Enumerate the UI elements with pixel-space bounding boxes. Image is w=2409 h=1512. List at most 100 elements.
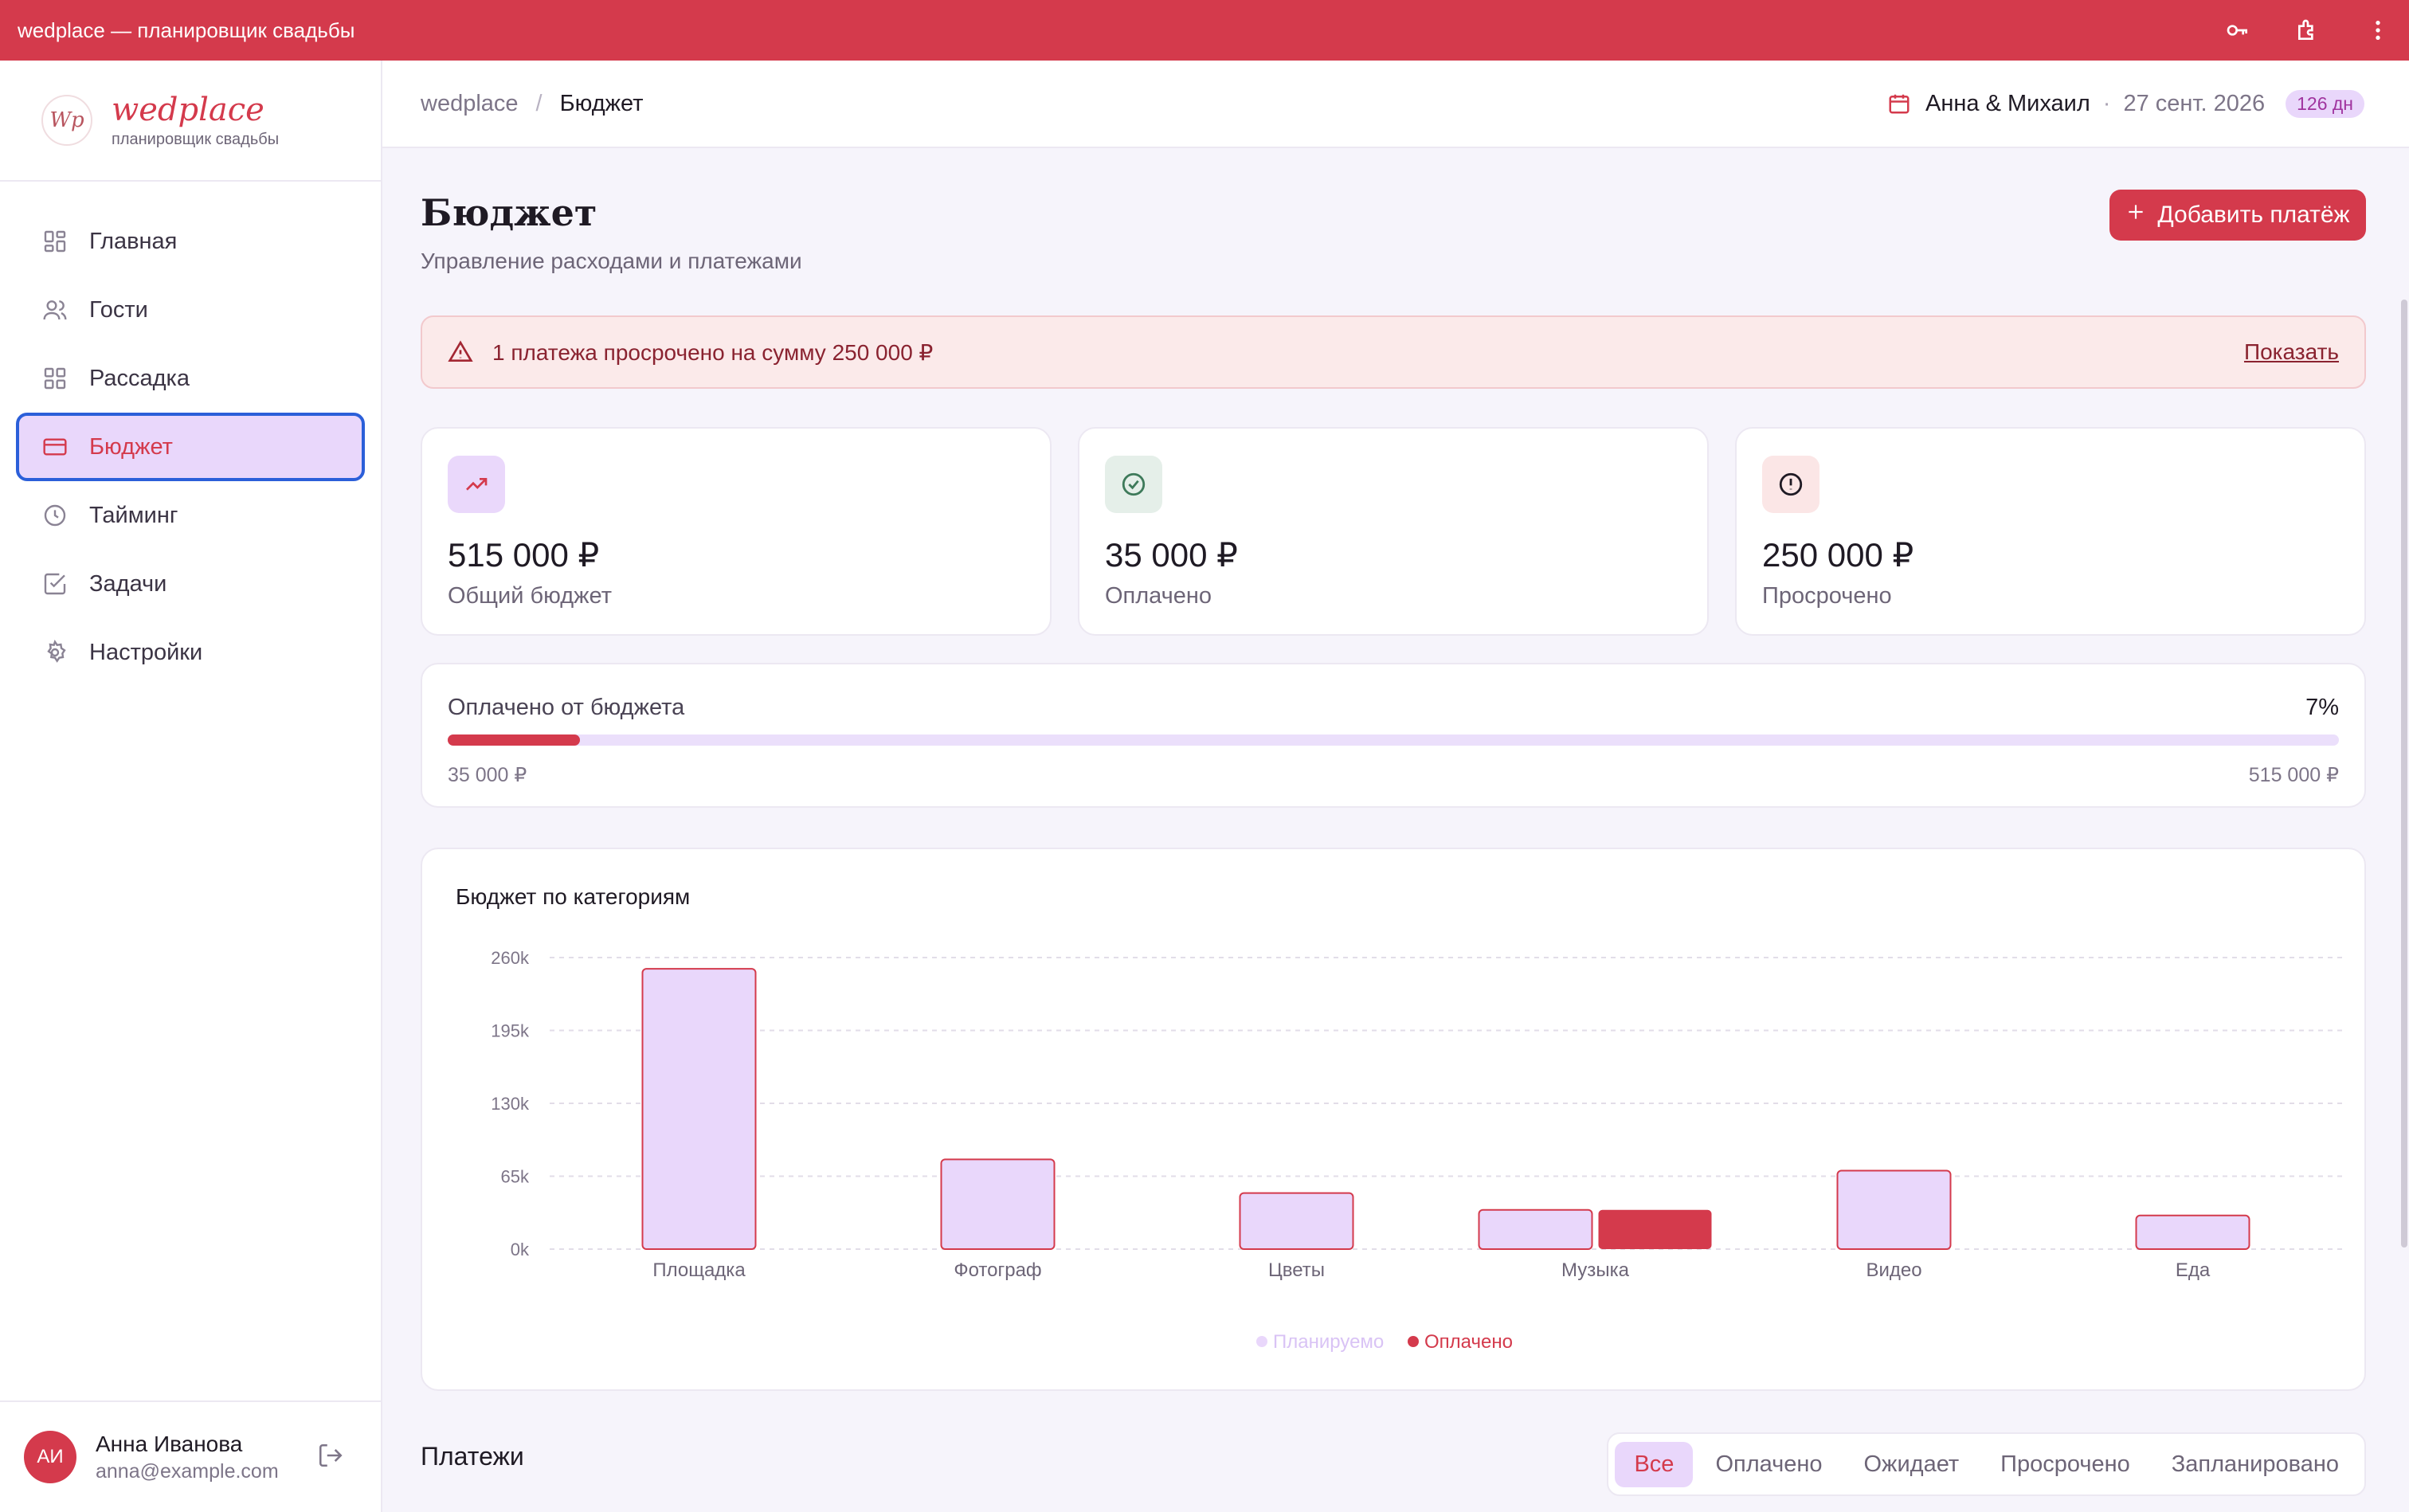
gear-icon [41, 639, 69, 666]
stat-value: 250 000 ₽ [1762, 536, 1914, 574]
add-payment-button[interactable]: Добавить платёж [2109, 190, 2366, 241]
sidebar-item-label: Рассадка [89, 365, 190, 391]
user-profile: АИ Анна Иванова anna@example.com [0, 1400, 381, 1512]
x-tick-label: Фотограф [954, 1259, 1041, 1281]
progress-label: Оплачено от бюджета [448, 695, 685, 720]
bar-paid [1598, 1209, 1712, 1249]
check-circle-icon [1105, 456, 1162, 513]
couple-names: Анна & Михаил [1925, 90, 2090, 116]
x-tick-label: Музыка [1561, 1259, 1630, 1281]
sidebar-item-seating[interactable]: Рассадка [16, 344, 365, 413]
filter-pending[interactable]: Ожидает [1863, 1451, 1960, 1477]
scrollbar[interactable] [2399, 148, 2409, 1512]
page-subtitle: Управление расходами и платежами [421, 249, 802, 273]
add-payment-label: Добавить платёж [2157, 202, 2350, 228]
x-tick-label: Видео [1866, 1259, 1921, 1281]
chart-title: Бюджет по категориям [456, 884, 691, 909]
breadcrumb: wedplace / Бюджет [421, 91, 644, 117]
sidebar-item-label: Гости [89, 296, 148, 323]
legend-label-planned: Планируемо [1273, 1331, 1384, 1353]
breadcrumb-root[interactable]: wedplace [421, 90, 519, 116]
alert-circle-icon [1762, 456, 1819, 513]
x-tick-label: Цветы [1268, 1259, 1325, 1281]
sidebar-item-label: Бюджет [89, 433, 173, 460]
extensions-icon[interactable] [2294, 17, 2321, 44]
more-vertical-icon[interactable] [2364, 17, 2391, 44]
dashboard-icon [41, 228, 69, 255]
stat-label: Оплачено [1105, 583, 1212, 609]
alert-show-link[interactable]: Показать [2243, 339, 2339, 364]
payments-title: Платежи [421, 1442, 524, 1471]
legend-swatch-planned [1256, 1336, 1267, 1347]
y-tick-label: 130k [491, 1094, 530, 1114]
filter-overdue[interactable]: Просрочено [2000, 1451, 2130, 1477]
stat-value: 35 000 ₽ [1105, 536, 1238, 574]
y-tick-label: 0k [511, 1240, 530, 1259]
sidebar-item-label: Настройки [89, 639, 203, 665]
key-icon[interactable] [2224, 17, 2251, 44]
stat-card-total: 515 000 ₽ Общий бюджет [421, 427, 1052, 636]
y-tick-label: 65k [501, 1167, 530, 1187]
avatar[interactable]: АИ [24, 1431, 76, 1483]
grid-icon [41, 365, 69, 392]
bar-planned [1239, 1192, 1354, 1250]
bar-planned [940, 1158, 1056, 1250]
clock-icon [41, 502, 69, 529]
wedding-info: Анна & Михаил · 27 сент. 2026 126 дн [1887, 89, 2364, 118]
warning-icon [448, 339, 473, 365]
brand[interactable]: Wp wedplace планировщик свадьбы [0, 61, 381, 182]
sidebar-item-guests[interactable]: Гости [16, 276, 365, 344]
sidebar-nav: Главная Гости Рассадка Бюджет Тайминг За… [0, 182, 381, 687]
user-email: anna@example.com [96, 1459, 279, 1483]
budget-chart-card: Бюджет по категориям 0k 65k 130k 195k 260k Пл… [421, 848, 2366, 1391]
user-name: Анна Иванова [96, 1431, 243, 1456]
progress-percent: 7% [2305, 695, 2339, 720]
legend-swatch-paid [1408, 1336, 1419, 1347]
days-left-badge: 126 дн [2286, 89, 2364, 118]
bar-planned [2135, 1214, 2250, 1250]
sidebar-item-timing[interactable]: Тайминг [16, 481, 365, 550]
sidebar-item-tasks[interactable]: Задачи [16, 550, 365, 618]
breadcrumb-current: Бюджет [559, 90, 644, 116]
calendar-icon [1887, 92, 1911, 116]
stat-label: Общий бюджет [448, 583, 612, 609]
budget-progress-card: Оплачено от бюджета 7% 35 000 ₽ 515 000 … [421, 663, 2366, 808]
sidebar-item-home[interactable]: Главная [16, 207, 365, 276]
progress-fill [448, 734, 581, 746]
trending-up-icon [448, 456, 505, 513]
alert-text: 1 платежа просрочено на сумму 250 000 ₽ [492, 339, 934, 365]
overdue-alert: 1 платежа просрочено на сумму 250 000 ₽ … [421, 315, 2366, 389]
stat-card-paid: 35 000 ₽ Оплачено [1078, 427, 1709, 636]
legend-label-paid: Оплачено [1424, 1331, 1513, 1353]
logout-icon[interactable] [317, 1442, 346, 1471]
sidebar-item-label: Главная [89, 228, 178, 254]
separator-dot: · [2102, 90, 2111, 116]
bar-planned [1836, 1169, 1952, 1251]
users-icon [41, 296, 69, 323]
bar-planned [1478, 1208, 1593, 1251]
filter-all[interactable]: Все [1615, 1441, 1694, 1487]
page-title: Бюджет [421, 191, 597, 234]
checkbox-icon [41, 570, 69, 597]
wallet-icon [41, 433, 69, 460]
filter-paid[interactable]: Оплачено [1715, 1451, 1823, 1477]
x-tick-label: Площадка [652, 1259, 746, 1281]
y-tick-label: 195k [491, 1021, 530, 1041]
progress-paid-amount: 35 000 ₽ [448, 764, 527, 786]
stat-label: Просрочено [1762, 583, 1892, 609]
scrollbar-thumb[interactable] [2401, 300, 2407, 1248]
brand-tagline: планировщик свадьбы [112, 130, 280, 148]
sidebar-item-label: Задачи [89, 570, 167, 597]
sidebar-item-label: Тайминг [89, 502, 178, 528]
brand-name: wedplace [112, 91, 264, 128]
window-titlebar: wedplace — планировщик свадьбы [0, 0, 2409, 61]
window-title: wedplace — планировщик свадьбы [18, 18, 355, 42]
sidebar-item-settings[interactable]: Настройки [16, 618, 365, 687]
payment-filters: Все Оплачено Ожидает Просрочено Запланир… [1607, 1432, 2366, 1496]
sidebar-item-budget[interactable]: Бюджет [16, 413, 365, 481]
y-tick-label: 260k [491, 948, 530, 968]
topbar: wedplace / Бюджет Анна & Михаил · 27 сен… [382, 61, 2409, 148]
filter-scheduled[interactable]: Запланировано [2171, 1451, 2339, 1477]
breadcrumb-separator: / [535, 90, 543, 116]
wedding-date: 27 сент. 2026 [2123, 90, 2266, 116]
